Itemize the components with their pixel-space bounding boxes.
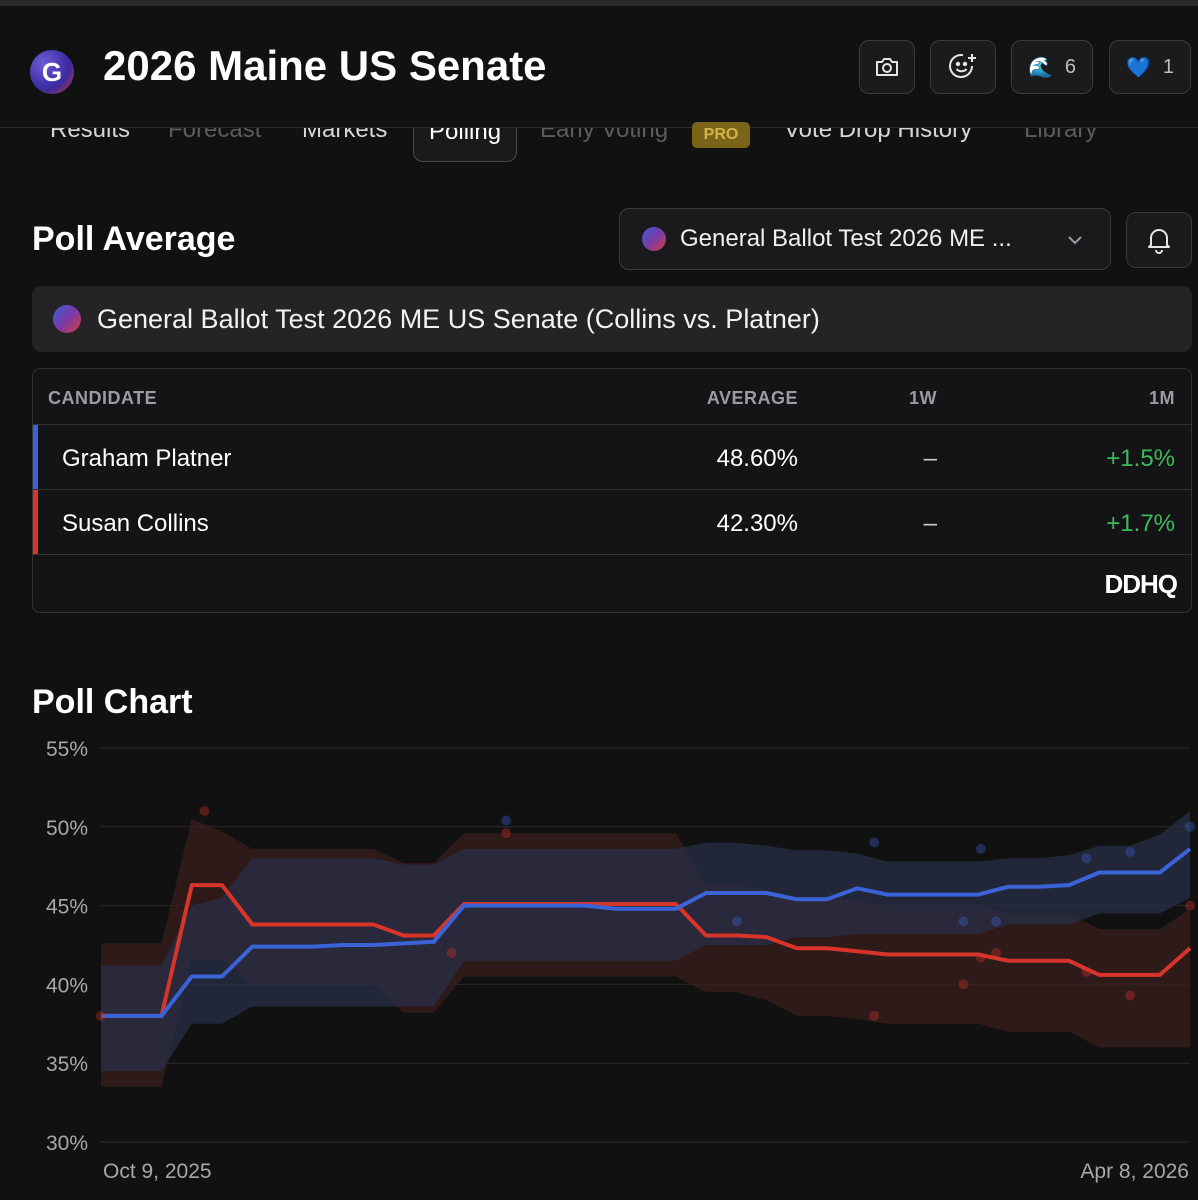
column-average: AVERAGE	[706, 388, 798, 408]
page-title: 2026 Maine US Senate	[103, 42, 547, 89]
y-tick-label: 50%	[46, 817, 88, 840]
poll-point[interactable]	[501, 815, 512, 826]
wave-emoji-icon: 🌊	[1027, 56, 1053, 79]
table-row: Graham Platner 48.60% – +1.5%	[33, 425, 1191, 490]
poll-point[interactable]	[958, 916, 969, 927]
camera-icon	[876, 58, 898, 76]
candidate-1w-change: –	[923, 510, 937, 537]
add-reaction-button[interactable]	[930, 40, 996, 94]
poll-point[interactable]	[446, 947, 457, 958]
candidate-1w-change: –	[923, 445, 937, 472]
y-tick-label: 55%	[46, 740, 88, 761]
race-banner: General Ballot Test 2026 ME US Senate (C…	[32, 286, 1192, 352]
candidate-name: Susan Collins	[62, 510, 209, 537]
poll-point[interactable]	[501, 828, 512, 839]
page-header: G 2026 Maine US Senate 🌊 6 💙 1	[0, 6, 1198, 128]
poll-point[interactable]	[991, 916, 1002, 927]
ddhq-logo: DDHQ	[1104, 569, 1178, 599]
candidate-average: 42.30%	[716, 510, 798, 537]
x-tick-label: Apr 8, 2026	[1080, 1160, 1189, 1183]
poll-point[interactable]	[96, 1010, 106, 1021]
poll-chart[interactable]: 55% 50% 45% 40% 35% 30% Oct 9, 2025 Apr 8, 2026	[0, 740, 1198, 1200]
race-selector-dropdown[interactable]: General Ballot Test 2026 ME ...	[619, 208, 1111, 270]
poll-point[interactable]	[199, 806, 210, 817]
heart-reaction-count: 1	[1162, 55, 1175, 78]
column-1m: 1M	[1148, 388, 1175, 408]
poll-point[interactable]	[1081, 853, 1092, 864]
candidate-1m-change: +1.7%	[1106, 510, 1175, 537]
candidate-color-bar	[33, 425, 38, 489]
poll-point[interactable]	[975, 843, 986, 854]
poll-average-table: CANDIDATE AVERAGE 1W 1M Graham Platner 4…	[32, 368, 1192, 613]
y-tick-label: 30%	[46, 1132, 88, 1155]
candidate-name: Graham Platner	[62, 445, 232, 472]
confidence-band	[101, 811, 1190, 1072]
poll-average-heading: Poll Average	[32, 220, 236, 258]
site-logo[interactable]: G	[30, 50, 74, 94]
candidate-average: 48.60%	[716, 445, 798, 472]
race-color-dot	[642, 227, 666, 251]
poll-point[interactable]	[1081, 966, 1092, 977]
x-tick-label: Oct 9, 2025	[103, 1160, 212, 1183]
race-banner-dot	[53, 305, 81, 333]
average-line	[101, 883, 1192, 1018]
wave-reaction-count: 6	[1064, 55, 1077, 78]
notify-button[interactable]	[1126, 212, 1192, 268]
race-selector-value: General Ballot Test 2026 ME ...	[680, 225, 1012, 252]
bell-icon	[1148, 229, 1170, 254]
screenshot-button[interactable]	[859, 40, 915, 94]
poll-point[interactable]	[869, 1010, 880, 1021]
poll-point[interactable]	[1125, 990, 1136, 1001]
table-header: CANDIDATE AVERAGE 1W 1M	[33, 369, 1191, 425]
blue-heart-emoji-icon: 💙	[1125, 56, 1151, 79]
poll-point[interactable]	[1185, 821, 1195, 832]
y-tick-label: 40%	[46, 974, 88, 997]
poll-point[interactable]	[958, 979, 969, 990]
pro-badge: PRO	[692, 122, 750, 148]
candidate-color-bar	[33, 490, 38, 554]
chevron-down-icon	[1068, 236, 1082, 245]
column-1w: 1W	[909, 388, 937, 408]
poll-point[interactable]	[1125, 847, 1136, 858]
poll-point[interactable]	[975, 952, 986, 963]
poll-point[interactable]	[869, 837, 880, 848]
race-banner-text: General Ballot Test 2026 ME US Senate (C…	[97, 303, 820, 334]
poll-point[interactable]	[991, 947, 1002, 958]
y-tick-label: 45%	[46, 896, 88, 919]
column-candidate: CANDIDATE	[48, 388, 158, 408]
poll-chart-heading: Poll Chart	[32, 683, 193, 721]
y-tick-label: 35%	[46, 1053, 88, 1076]
average-line	[101, 847, 1192, 1018]
table-row: Susan Collins 42.30% – +1.7%	[33, 490, 1191, 555]
wave-reaction-button[interactable]: 🌊 6	[1011, 40, 1093, 94]
heart-reaction-button[interactable]: 💙 1	[1109, 40, 1191, 94]
smiley-add-icon	[949, 54, 976, 78]
candidate-1m-change: +1.5%	[1106, 445, 1175, 472]
poll-point[interactable]	[1185, 900, 1195, 911]
poll-point[interactable]	[731, 916, 742, 927]
window-top-border	[0, 0, 1198, 6]
